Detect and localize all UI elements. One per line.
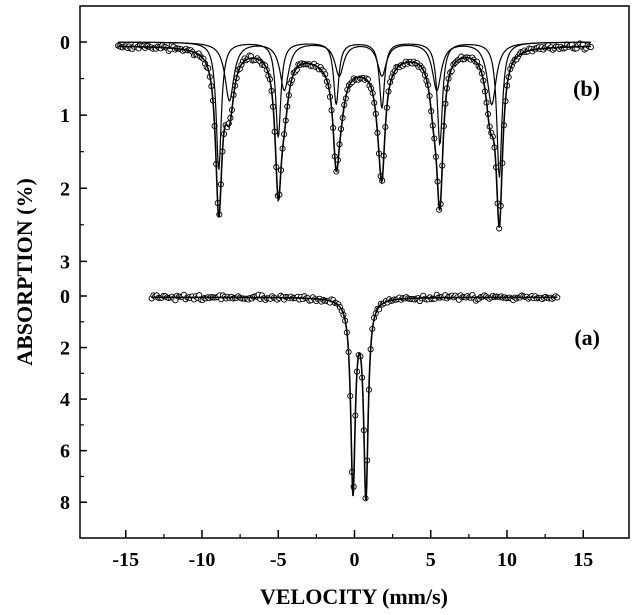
panel-b: 0 1 2 3 (b) [60,32,600,273]
x-tick-label: -15 [112,549,139,571]
panel-label: (b) [573,76,600,101]
x-tick-label: 10 [497,549,517,571]
y-tick-label: 2 [60,338,70,360]
y-axis-title: ABSORPTION (%) [12,178,37,366]
total-fit-curve [151,296,558,501]
y-tick-label: 3 [60,251,70,273]
y-tick-label: 0 [60,32,70,54]
x-tick-label: -10 [189,549,216,571]
y-tick-label: 6 [60,441,70,463]
x-axis-title: VELOCITY (mm/s) [260,584,448,609]
y-tick-label: 0 [60,286,70,308]
subspectrum-curve [118,41,591,178]
x-tick-label: -5 [270,549,287,571]
x-tick-label: 0 [350,549,360,571]
y-tick-label: 8 [60,492,70,514]
panel-label: (a) [574,325,600,350]
y-tick-label: 1 [60,105,70,127]
x-tick-label: 5 [426,549,436,571]
total-fit-curve [118,45,591,228]
panel-a: 0 2 4 6 8 (a) [60,286,600,514]
x-tick-label: 15 [573,549,593,571]
x-axis: -15 -10 -5 0 5 10 15 [112,530,593,571]
y-tick-label: 4 [60,389,70,411]
subspectrum-curve [118,41,591,106]
y-tick-label: 2 [60,178,70,200]
